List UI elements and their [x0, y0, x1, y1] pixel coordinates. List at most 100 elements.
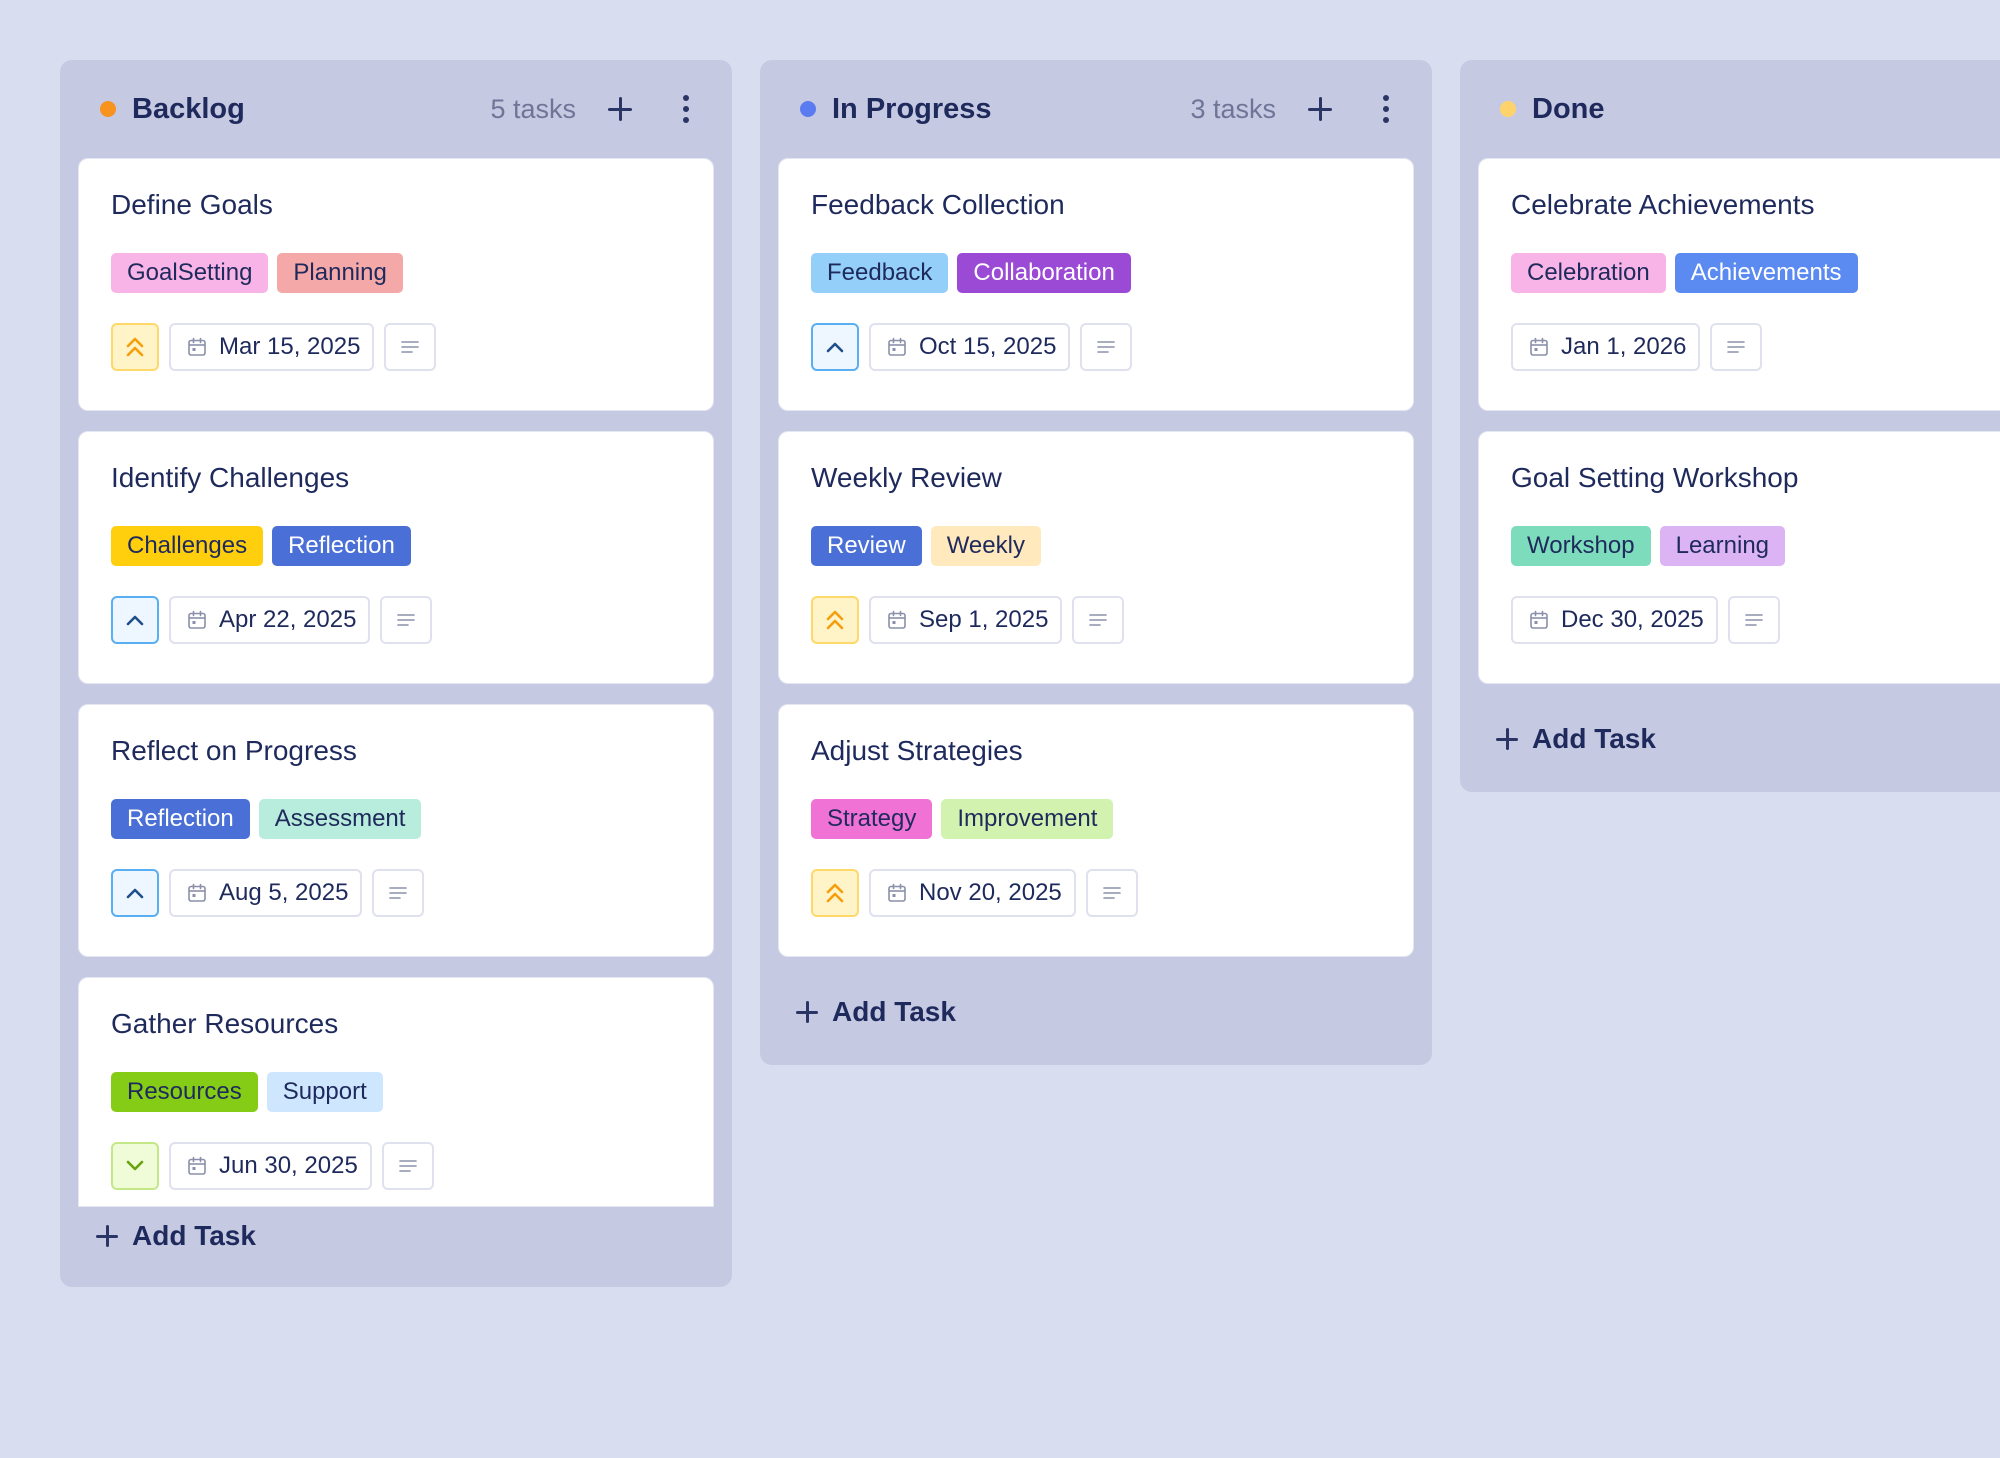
notes-button[interactable]: [384, 323, 437, 371]
due-date: Apr 22, 2025: [219, 606, 357, 633]
task-title: Weekly Review: [811, 462, 1002, 493]
calendar-icon: [887, 610, 907, 630]
due-date-chip[interactable]: Aug 5, 2025: [169, 869, 363, 917]
notes-button[interactable]: [381, 1142, 434, 1190]
calendar-icon: [1529, 337, 1549, 357]
add-task-button[interactable]: Add Task: [778, 983, 1414, 1041]
tag-list: Review Weekly: [811, 526, 1381, 566]
add-card-button[interactable]: [1298, 87, 1342, 131]
task-card[interactable]: Adjust Strategies Strategy Improvement Nov …: [778, 704, 1414, 957]
tag-list: Feedback Collaboration: [811, 253, 1381, 293]
tag-badge: Workshop: [1511, 526, 1651, 566]
notes-button[interactable]: [1072, 596, 1125, 644]
task-card[interactable]: Weekly Review Review Weekly Sep 1, 2025: [778, 431, 1414, 684]
add-task-button[interactable]: Add Task: [1478, 710, 2000, 768]
add-task-label: Add Task: [1532, 723, 1656, 754]
due-date-chip[interactable]: Nov 20, 2025: [869, 869, 1076, 917]
task-card[interactable]: Feedback Collection Feedback Collaboration…: [778, 158, 1414, 411]
notes-button[interactable]: [380, 596, 433, 644]
more-vertical-icon: [683, 95, 689, 123]
tag-badge: Assessment: [258, 799, 422, 839]
task-card[interactable]: Reflect on Progress Reflection Assessment A…: [78, 704, 714, 957]
add-task-label: Add Task: [132, 1220, 256, 1251]
notes-icon: [1726, 339, 1746, 355]
tag-badge: Weekly: [930, 526, 1041, 566]
notes-button[interactable]: [372, 869, 425, 917]
notes-button[interactable]: [1727, 596, 1780, 644]
tag-list: GoalSetting Planning: [111, 253, 681, 293]
column-title: Done: [1532, 92, 1605, 125]
tag-badge: Reflection: [111, 799, 250, 839]
task-title: Identify Challenges: [111, 462, 350, 493]
add-task-button[interactable]: Add Task: [78, 1207, 714, 1265]
tag-list: Celebration Achievements: [1511, 253, 2000, 293]
notes-button[interactable]: [1085, 869, 1138, 917]
add-card-button[interactable]: [598, 87, 642, 131]
tag-list: Strategy Improvement: [811, 799, 1381, 839]
priority-medium-icon[interactable]: [111, 596, 159, 644]
card-meta: Dec 30, 2025: [1511, 596, 2000, 644]
status-dot-icon: [100, 101, 116, 117]
card-meta: Apr 22, 2025: [111, 596, 681, 644]
due-date-chip[interactable]: Mar 15, 2025: [169, 323, 375, 371]
priority-high-icon[interactable]: [111, 323, 159, 371]
column-in-progress: In Progress 3 tasks Feedback Collection Fee…: [760, 60, 1432, 1065]
priority-high-icon[interactable]: [811, 869, 859, 917]
card-list: Feedback Collection Feedback Collaboration…: [778, 158, 1414, 957]
column-title: In Progress: [832, 92, 992, 125]
priority-high-icon[interactable]: [811, 596, 859, 644]
column-header: In Progress 3 tasks: [778, 60, 1414, 158]
calendar-icon: [187, 1156, 207, 1176]
due-date-chip[interactable]: Jun 30, 2025: [169, 1142, 372, 1190]
priority-low-icon[interactable]: [111, 1142, 159, 1190]
due-date: Oct 15, 2025: [919, 333, 1057, 360]
column-menu-button[interactable]: [1364, 87, 1408, 131]
column-done: Done2 tasksCelebrate AchievementsCelebra…: [1460, 60, 2000, 792]
notes-icon: [388, 885, 408, 901]
column-header: Backlog 5 tasks: [78, 60, 714, 158]
task-card[interactable]: Celebrate Achievements Celebration Achieve…: [1478, 158, 2000, 411]
calendar-icon: [187, 610, 207, 630]
task-card[interactable]: Gather Resources Resources Support Jun 30, …: [78, 977, 714, 1207]
due-date-chip[interactable]: Jan 1, 2026: [1511, 323, 1701, 371]
tag-badge: Review: [811, 526, 922, 566]
notes-button[interactable]: [1080, 323, 1133, 371]
tag-list: Resources Support: [111, 1072, 681, 1112]
task-count: 5 tasks: [490, 93, 576, 124]
due-date: Aug 5, 2025: [219, 879, 349, 906]
plus-icon: [1308, 97, 1332, 121]
task-card[interactable]: Identify Challenges Challenges Reflection A…: [78, 431, 714, 684]
task-card[interactable]: Define Goals GoalSetting Planning Mar 15, 2…: [78, 158, 714, 411]
tag-badge: Resources: [111, 1072, 258, 1112]
due-date: Jan 1, 2026: [1561, 333, 1687, 360]
task-title: Gather Resources: [111, 1008, 339, 1039]
due-date: Jun 30, 2025: [219, 1152, 358, 1179]
task-title: Feedback Collection: [811, 189, 1065, 220]
task-title: Celebrate Achievements: [1511, 189, 1815, 220]
task-card[interactable]: Goal Setting Workshop Workshop Learning Dec…: [1478, 431, 2000, 684]
due-date: Nov 20, 2025: [919, 879, 1062, 906]
notes-icon: [396, 612, 416, 628]
due-date-chip[interactable]: Dec 30, 2025: [1511, 596, 1718, 644]
plus-icon: [608, 97, 632, 121]
notes-button[interactable]: [1710, 323, 1763, 371]
task-count: 3 tasks: [1190, 93, 1276, 124]
column-backlog: Backlog 5 tasks Define Goals GoalSetting Pla…: [60, 60, 732, 1287]
column-title: Backlog: [132, 92, 245, 125]
status-dot-icon: [800, 101, 816, 117]
card-meta: Jan 1, 2026: [1511, 323, 2000, 371]
plus-icon: [1496, 728, 1518, 750]
card-meta: Nov 20, 2025: [811, 869, 1381, 917]
priority-medium-icon[interactable]: [111, 869, 159, 917]
tag-badge: Collaboration: [957, 253, 1131, 293]
calendar-icon: [887, 337, 907, 357]
due-date-chip[interactable]: Apr 22, 2025: [169, 596, 371, 644]
notes-icon: [1088, 612, 1108, 628]
priority-medium-icon[interactable]: [811, 323, 859, 371]
calendar-icon: [1529, 610, 1549, 630]
due-date-chip[interactable]: Oct 15, 2025: [869, 323, 1071, 371]
due-date-chip[interactable]: Sep 1, 2025: [869, 596, 1063, 644]
notes-icon: [1096, 339, 1116, 355]
column-menu-button[interactable]: [664, 87, 708, 131]
tag-badge: Learning: [1659, 526, 1786, 566]
